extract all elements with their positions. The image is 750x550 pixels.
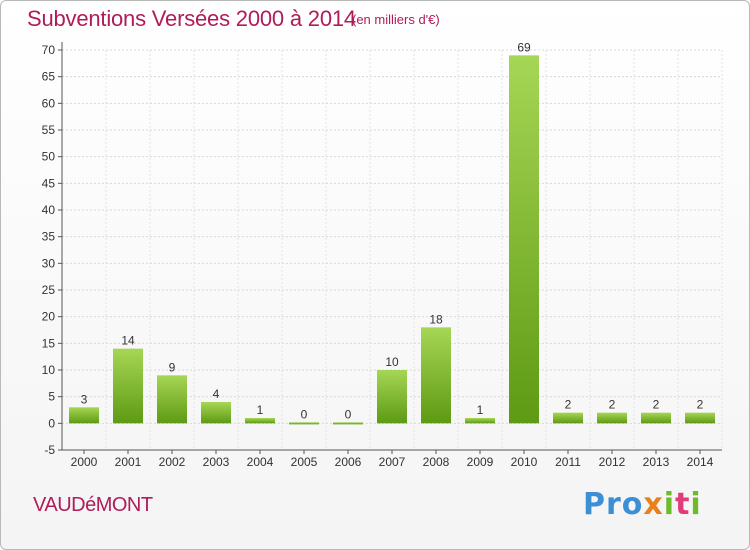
bar-2000 [69,407,99,424]
value-label: 14 [121,334,135,348]
y-tick-label: 30 [42,256,56,270]
bar-2002 [157,375,187,424]
bar-2005 [289,422,319,425]
x-tick-label: 2008 [423,455,450,469]
value-label: 2 [697,398,704,412]
y-tick-label: 60 [42,96,56,110]
y-tick-label: -5 [44,443,55,457]
value-label: 3 [81,392,88,406]
value-label: 9 [169,360,176,374]
bar-2011 [553,412,583,424]
y-tick-label: 20 [42,310,56,324]
y-tick-label: 25 [42,283,56,297]
labels: -505101520253035404550556065703200014200… [42,40,714,469]
y-tick-label: 5 [48,390,55,404]
bar-2008 [421,327,451,424]
value-label: 2 [609,398,616,412]
logo-letter-t: t [675,487,691,522]
bar-2010 [509,55,539,424]
value-label: 1 [477,403,484,417]
y-tick-label: 0 [48,416,55,430]
y-tick-label: 70 [42,43,56,57]
value-label: 18 [429,312,443,326]
bar-2003 [201,402,231,424]
y-tick-label: 65 [42,70,56,84]
value-label: 2 [565,398,572,412]
y-tick-label: 40 [42,203,56,217]
grid-lines [61,49,723,451]
y-tick-label: 55 [42,123,56,137]
x-tick-label: 2011 [555,455,581,469]
y-tick-label: 15 [42,336,56,350]
y-tick-label: 35 [42,230,56,244]
commune-name: VAUDéMONT [33,494,153,516]
x-tick-label: 2010 [511,455,538,469]
bar-2012 [597,412,627,424]
axes [58,42,722,454]
value-label: 2 [653,398,660,412]
chart-title: Subventions Versées 2000 à 2014 [27,6,356,31]
logo-letters-pro: Pro [583,487,644,522]
x-tick-label: 2002 [159,455,186,469]
value-label: 0 [345,407,352,421]
value-label: 4 [213,387,220,401]
bar-2014 [685,412,715,424]
bars [69,55,715,425]
bar-2013 [641,412,671,424]
x-tick-label: 2012 [599,455,626,469]
x-tick-label: 2005 [291,455,318,469]
value-label: 10 [385,355,399,369]
x-tick-label: 2009 [467,455,494,469]
x-tick-label: 2000 [71,455,98,469]
bar-2006 [333,422,363,425]
x-tick-label: 2007 [379,455,406,469]
logo-letter-i: i [663,487,676,522]
bar-2009 [465,418,495,424]
value-label: 69 [517,40,531,54]
bar-2004 [245,418,275,424]
x-tick-label: 2003 [203,455,230,469]
logo-letter-x: x [643,487,664,522]
x-tick-label: 2013 [643,455,670,469]
proxiti-logo[interactable]: Proxiti [583,487,702,522]
y-tick-label: 45 [42,176,56,190]
logo-letter-i2: i [690,487,702,522]
x-tick-label: 2004 [247,455,274,469]
value-label: 0 [301,407,308,421]
unit-note: (en milliers d'€) [352,12,440,27]
x-tick-label: 2001 [115,455,142,469]
y-tick-label: 50 [42,150,56,164]
bar-2007 [377,370,407,424]
bar-2001 [113,348,143,424]
value-label: 1 [257,403,264,417]
y-tick-label: 10 [42,363,56,377]
x-tick-label: 2014 [687,455,714,469]
x-tick-label: 2006 [335,455,362,469]
